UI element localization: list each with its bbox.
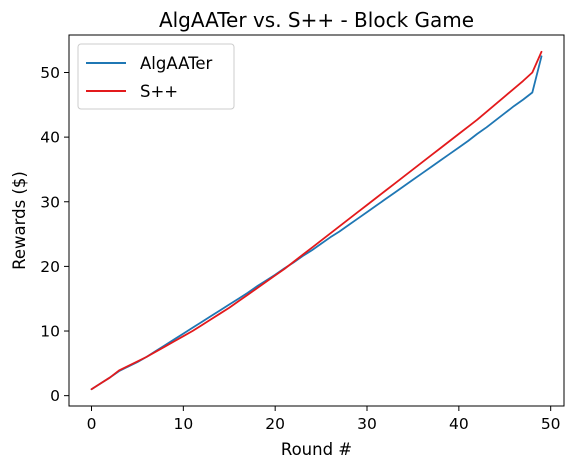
y-tick-label: 50 xyxy=(40,64,60,82)
y-axis: 0 10 20 30 40 50 xyxy=(40,64,69,405)
y-tick-label: 20 xyxy=(40,258,60,276)
series-line-algaater xyxy=(90,55,543,391)
y-tick-label: 10 xyxy=(40,323,60,341)
x-tick-label: 40 xyxy=(449,415,469,433)
y-tick-label: 40 xyxy=(40,129,60,147)
series-layer xyxy=(90,50,543,391)
x-tick-label: 10 xyxy=(173,415,193,433)
x-tick-label: 50 xyxy=(541,415,561,433)
chart-title: AlgAATer vs. S++ - Block Game xyxy=(159,8,474,32)
legend-box xyxy=(77,43,235,110)
legend-label-algaater: AlgAATer xyxy=(140,54,213,73)
legend: AlgAATer S++ xyxy=(77,43,235,110)
x-tick-label: 30 xyxy=(357,415,377,433)
series-line-s xyxy=(90,50,543,391)
y-tick-label: 0 xyxy=(50,387,60,405)
x-axis: 0 10 20 30 40 50 xyxy=(87,406,561,433)
legend-label-spp: S++ xyxy=(140,82,178,101)
y-axis-label: Rewards ($) xyxy=(10,171,29,270)
x-tick-label: 20 xyxy=(265,415,285,433)
plot-frame xyxy=(68,34,565,407)
x-tick-label: 0 xyxy=(87,415,97,433)
x-axis-label: Round # xyxy=(281,440,352,459)
y-tick-label: 30 xyxy=(40,193,60,211)
plot-area xyxy=(68,34,565,407)
